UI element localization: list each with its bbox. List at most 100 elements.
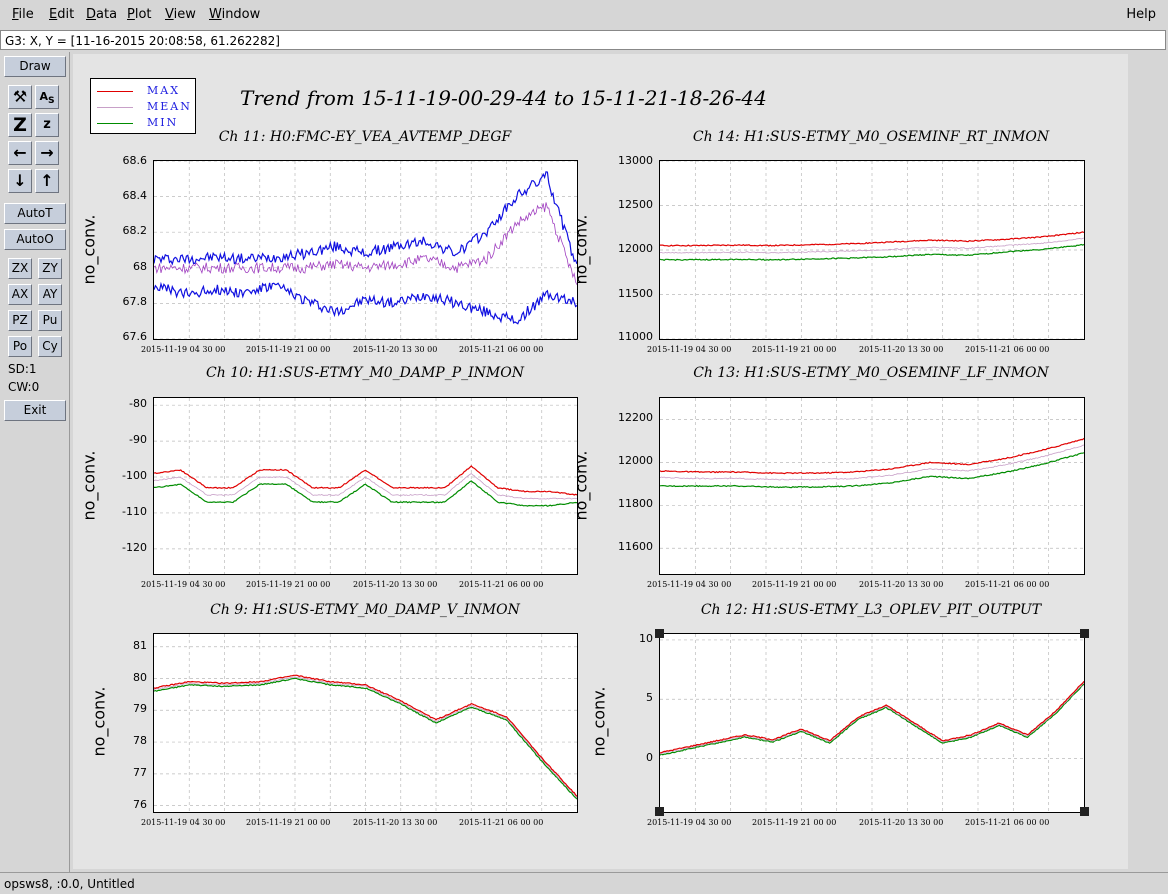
arrow-right-icon[interactable]: → xyxy=(35,141,59,165)
menu-help[interactable]: Help xyxy=(1126,7,1156,22)
text-annotate-icon[interactable]: AS xyxy=(35,85,59,109)
x-tick-label: 2015-11-21 06 00 00 xyxy=(459,345,544,354)
menu-view[interactable]: View xyxy=(165,7,196,22)
legend-min-swatch xyxy=(97,123,133,124)
arrow-up-icon[interactable]: ↑ xyxy=(35,169,59,193)
po-button[interactable]: Po xyxy=(8,336,32,357)
chart-title: Ch 9: H1:SUS-ETMY_M0_DAMP_V_INMON xyxy=(210,602,520,618)
y-axis-label: no_conv. xyxy=(571,450,591,521)
menu-window[interactable]: Window xyxy=(209,7,261,22)
zoom-in-icon[interactable]: Z xyxy=(8,113,32,137)
x-tick-label: 2015-11-21 06 00 00 xyxy=(459,580,544,589)
chart-title: Ch 14: H1:SUS-ETMY_M0_OSEMINF_RT_INMON xyxy=(692,129,1050,145)
x-tick-label: 2015-11-20 13 30 00 xyxy=(353,580,438,589)
chart-svg xyxy=(660,398,1084,574)
y-tick-label: -80 xyxy=(129,397,147,411)
y-tick-label: 68.4 xyxy=(122,188,148,202)
series-line-min xyxy=(660,243,1084,261)
legend-mean-label: MEAN xyxy=(147,100,192,113)
cy-button[interactable]: Cy xyxy=(38,336,62,357)
y-tick-label: -100 xyxy=(122,469,147,483)
x-tick-label: 2015-11-20 13 30 00 xyxy=(859,580,944,589)
zy-button[interactable]: ZY xyxy=(38,258,62,279)
x-tick-label: 2015-11-21 06 00 00 xyxy=(459,818,544,827)
y-tick-label: -110 xyxy=(122,504,147,518)
draw-button[interactable]: Draw xyxy=(4,56,66,77)
y-tick-label: 10 xyxy=(639,631,653,645)
menu-plot[interactable]: Plot xyxy=(127,7,152,22)
chart-svg xyxy=(154,161,577,339)
series-line-max xyxy=(154,171,577,266)
y-axis-label: no_conv. xyxy=(79,450,99,521)
chart-title: Ch 11: H0:FMC-EY_VEA_AVTEMP_DEGF xyxy=(218,129,512,145)
pu-button[interactable]: Pu xyxy=(38,310,62,331)
legend-max-swatch xyxy=(97,91,133,92)
selection-handle[interactable] xyxy=(655,807,664,816)
y-tick-label: 13000 xyxy=(618,154,653,167)
plot-area[interactable] xyxy=(153,633,578,813)
plot-area[interactable] xyxy=(659,397,1085,575)
toolbar: Draw ⚒ AS Z z ← → ↓ ↑ AutoT AutoO ZX ZY … xyxy=(0,52,70,872)
y-tick-label: 11000 xyxy=(618,330,653,343)
x-tick-label: 2015-11-19 21 00 00 xyxy=(246,818,331,827)
series-line-min xyxy=(154,480,577,507)
plot-area[interactable] xyxy=(153,160,578,340)
series-line-min xyxy=(660,452,1084,489)
arrow-left-icon[interactable]: ← xyxy=(8,141,32,165)
x-tick-label: 2015-11-19 21 00 00 xyxy=(246,580,331,589)
selection-handle[interactable] xyxy=(1080,807,1089,816)
series-line-min xyxy=(154,281,577,325)
auto-t-button[interactable]: AutoT xyxy=(4,203,66,224)
x-tick-label: 2015-11-20 13 30 00 xyxy=(859,818,944,827)
y-tick-label: 12000 xyxy=(618,242,653,255)
y-axis-label: no_conv. xyxy=(571,214,591,285)
y-tick-label: 76 xyxy=(133,797,147,811)
y-axis-label: no_conv. xyxy=(589,686,609,757)
series-line-max xyxy=(660,231,1084,247)
legend-mean: MEAN xyxy=(91,100,195,116)
coordinate-readout: G3: X, Y = [11-16-2015 20:08:58, 61.2622… xyxy=(0,30,1166,50)
pz-button[interactable]: PZ xyxy=(8,310,32,331)
plot-area[interactable] xyxy=(659,160,1085,340)
plot-area[interactable] xyxy=(153,397,578,575)
menu-file[interactable]: File xyxy=(12,7,34,22)
plot-area[interactable] xyxy=(659,633,1085,813)
page-title: Trend from 15-11-19-00-29-44 to 15-11-21… xyxy=(240,86,767,110)
ay-button[interactable]: AY xyxy=(38,284,62,305)
y-tick-label: 67.8 xyxy=(122,295,148,309)
y-tick-label: 67.6 xyxy=(122,330,148,343)
auto-o-button[interactable]: AutoO xyxy=(4,229,66,250)
legend-mean-swatch xyxy=(97,107,133,108)
series-line-max xyxy=(660,680,1084,754)
x-tick-label: 2015-11-19 04 30 00 xyxy=(141,818,226,827)
y-axis-label: no_conv. xyxy=(89,686,109,757)
series-line-max xyxy=(154,465,577,496)
ax-button[interactable]: AX xyxy=(8,284,32,305)
selection-handle[interactable] xyxy=(1080,629,1089,638)
zoom-out-icon[interactable]: z xyxy=(35,113,59,137)
chart-svg xyxy=(154,398,577,574)
y-tick-label: 68.2 xyxy=(122,224,148,238)
y-tick-label: 5 xyxy=(646,691,653,705)
selection-handle[interactable] xyxy=(655,629,664,638)
series-line-min xyxy=(154,677,577,800)
x-tick-label: 2015-11-20 13 30 00 xyxy=(353,818,438,827)
x-tick-label: 2015-11-19 04 30 00 xyxy=(141,345,226,354)
series-line-max xyxy=(660,437,1084,475)
exit-button[interactable]: Exit xyxy=(4,400,66,421)
x-tick-label: 2015-11-19 04 30 00 xyxy=(647,345,732,354)
x-tick-label: 2015-11-19 21 00 00 xyxy=(752,580,837,589)
chart-title: Ch 12: H1:SUS-ETMY_L3_OPLEV_PIT_OUTPUT xyxy=(700,602,1042,618)
menu-data[interactable]: Data xyxy=(86,7,118,22)
legend-max-label: MAX xyxy=(147,84,181,97)
y-tick-label: 12200 xyxy=(618,411,653,425)
y-tick-label: -90 xyxy=(129,433,147,447)
y-tick-label: 0 xyxy=(646,750,653,764)
y-tick-label: 12500 xyxy=(618,197,653,211)
menu-edit[interactable]: Edit xyxy=(49,7,75,22)
series-line-mean xyxy=(154,202,577,285)
arrow-down-icon[interactable]: ↓ xyxy=(8,169,32,193)
zx-button[interactable]: ZX xyxy=(8,258,32,279)
magnifier-icon[interactable]: ⚒ xyxy=(8,85,32,109)
legend-min: MIN xyxy=(91,116,195,132)
